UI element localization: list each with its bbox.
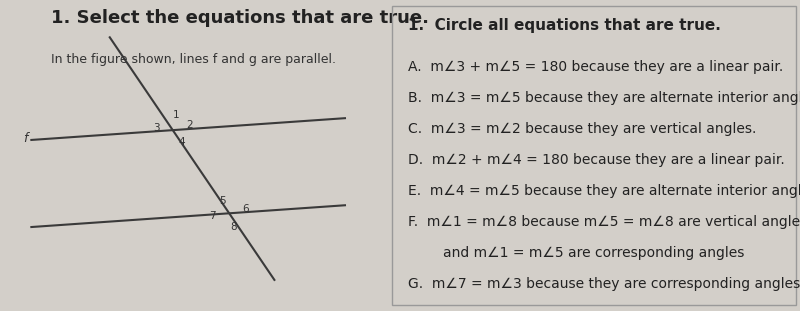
Text: 6: 6 bbox=[242, 204, 249, 214]
Text: 1. Select the equations that are true.: 1. Select the equations that are true. bbox=[51, 9, 429, 27]
Text: B.  m∠3 = m∠5 because they are alternate interior angles.: B. m∠3 = m∠5 because they are alternate … bbox=[408, 91, 800, 105]
Text: 4: 4 bbox=[178, 137, 185, 147]
Text: 3: 3 bbox=[154, 123, 160, 133]
Text: D.  m∠2 + m∠4 = 180 because they are a linear pair.: D. m∠2 + m∠4 = 180 because they are a li… bbox=[408, 153, 785, 167]
Text: 7: 7 bbox=[209, 211, 216, 221]
Text: 2: 2 bbox=[186, 120, 193, 130]
Text: A.  m∠3 + m∠5 = 180 because they are a linear pair.: A. m∠3 + m∠5 = 180 because they are a li… bbox=[408, 60, 783, 74]
Text: 1.  Circle all equations that are true.: 1. Circle all equations that are true. bbox=[408, 18, 721, 33]
Text: 8: 8 bbox=[230, 222, 238, 232]
Text: E.  m∠4 = m∠5 because they are alternate interior angles: E. m∠4 = m∠5 because they are alternate … bbox=[408, 184, 800, 198]
Text: f: f bbox=[23, 132, 27, 145]
Text: C.  m∠3 = m∠2 because they are vertical angles.: C. m∠3 = m∠2 because they are vertical a… bbox=[408, 122, 757, 136]
Text: F.  m∠1 = m∠8 because m∠5 = m∠8 are vertical angles: F. m∠1 = m∠8 because m∠5 = m∠8 are verti… bbox=[408, 215, 800, 229]
Text: G.  m∠7 = m∠3 because they are corresponding angles.: G. m∠7 = m∠3 because they are correspond… bbox=[408, 277, 800, 291]
Text: and m∠1 = m∠5 are corresponding angles: and m∠1 = m∠5 are corresponding angles bbox=[408, 246, 745, 260]
Text: 5: 5 bbox=[219, 196, 226, 206]
Text: 1: 1 bbox=[173, 110, 179, 120]
Text: In the figure shown, lines f and g are parallel.: In the figure shown, lines f and g are p… bbox=[51, 53, 336, 66]
